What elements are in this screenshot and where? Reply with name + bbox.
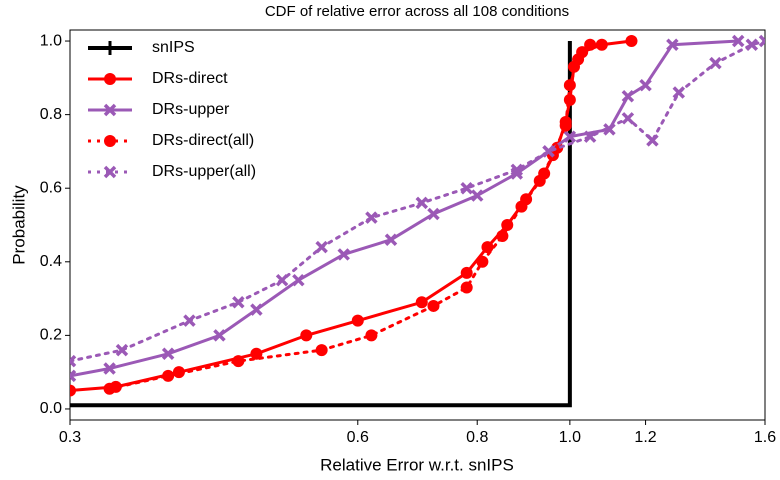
x-tick-label: 0.3 [59, 429, 81, 446]
marker [542, 145, 555, 158]
y-tick-label: 0.0 [40, 400, 62, 417]
legend-label: DRs-direct(all) [152, 132, 254, 149]
marker [625, 35, 638, 48]
marker [563, 79, 576, 92]
marker [70, 369, 77, 383]
marker [365, 211, 378, 224]
marker [515, 200, 528, 213]
marker [300, 329, 313, 342]
marker [583, 130, 597, 143]
marker [460, 281, 473, 294]
marker [460, 181, 473, 195]
marker [115, 343, 129, 357]
marker [731, 34, 745, 48]
legend-label: snIPS [152, 39, 195, 56]
marker [559, 119, 572, 132]
marker [104, 135, 116, 147]
marker [646, 134, 659, 147]
y-tick-label: 0.8 [40, 106, 62, 123]
series-line [70, 39, 632, 393]
x-axis-label: Relative Error w.r.t. snIPS [320, 455, 514, 474]
x-tick-label: 0.8 [466, 429, 488, 446]
marker [427, 299, 440, 312]
marker [103, 103, 117, 117]
y-tick-label: 0.2 [40, 327, 62, 344]
chart-title: CDF of relative error across all 108 con… [265, 3, 569, 20]
marker [351, 314, 364, 327]
y-tick-label: 0.6 [40, 179, 62, 196]
marker [183, 314, 196, 327]
x-tick-label: 1.0 [559, 429, 581, 446]
marker [621, 89, 635, 103]
marker [758, 34, 765, 48]
marker [476, 255, 489, 268]
series-line [70, 41, 572, 408]
legend-label: DRs-direct [152, 70, 228, 87]
marker [232, 296, 245, 309]
marker [232, 355, 245, 368]
marker [595, 38, 608, 51]
x-tick-label: 1.6 [754, 429, 776, 446]
marker [70, 384, 76, 397]
marker [584, 38, 597, 51]
marker [415, 196, 429, 210]
marker [103, 165, 117, 179]
marker [365, 329, 378, 342]
marker [427, 207, 440, 221]
legend-label: DRs-upper(all) [152, 163, 256, 180]
marker [275, 273, 289, 287]
marker [292, 273, 305, 287]
legend-label: DRs-upper [152, 101, 230, 118]
marker [162, 369, 175, 382]
marker [250, 303, 263, 316]
y-tick-label: 1.0 [40, 32, 62, 49]
marker [510, 163, 524, 177]
marker [621, 112, 635, 125]
marker [104, 73, 116, 85]
marker [315, 344, 328, 357]
y-axis-label: Probability [9, 185, 28, 265]
marker [672, 86, 686, 99]
y-tick-label: 0.4 [40, 253, 62, 270]
marker [337, 248, 350, 261]
marker [250, 347, 263, 360]
marker [496, 230, 509, 243]
series-line [108, 43, 592, 391]
plot-area [70, 34, 765, 408]
marker [315, 240, 328, 254]
marker [666, 38, 679, 51]
marker [460, 266, 473, 279]
series-line [70, 39, 765, 363]
marker [70, 354, 77, 368]
marker [161, 347, 175, 361]
marker [745, 38, 759, 51]
x-tick-label: 1.2 [634, 429, 656, 446]
marker [172, 366, 185, 379]
plot-frame [69, 29, 766, 421]
marker [481, 241, 494, 254]
marker [470, 189, 484, 202]
marker [384, 233, 398, 246]
marker [103, 382, 116, 395]
marker [639, 78, 652, 92]
marker [213, 329, 226, 342]
marker [572, 53, 585, 66]
marker [533, 174, 546, 187]
marker [103, 362, 116, 375]
marker [709, 56, 722, 70]
x-tick-label: 0.6 [347, 429, 369, 446]
marker [415, 296, 428, 309]
marker [563, 130, 577, 143]
